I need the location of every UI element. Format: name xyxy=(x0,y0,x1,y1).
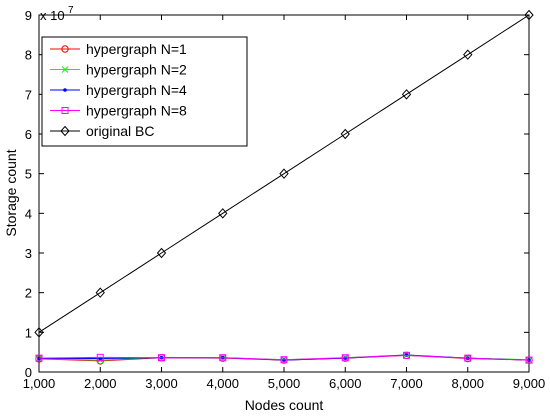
legend-label: original BC xyxy=(86,123,154,139)
data-point xyxy=(158,354,165,362)
x-axis-ticks: 1,000 2,000 3,000 4,000 5,000 6,000 7,000 8,000… xyxy=(23,15,546,391)
data-point xyxy=(524,9,534,21)
legend: hypergraph N=1 hypergraph N=2 hypergraph N… xyxy=(41,36,248,147)
data-point xyxy=(463,49,473,60)
legend-entry: hypergraph N=4 xyxy=(50,82,187,98)
y-tick-label: 8 xyxy=(25,48,32,63)
y-multiplier-label: x 10 xyxy=(40,8,65,23)
legend-label: hypergraph N=4 xyxy=(86,82,187,98)
data-point xyxy=(218,208,228,219)
x-tick-label: 4,000 xyxy=(206,376,239,391)
legend-label: hypergraph N=1 xyxy=(86,41,187,57)
data-point xyxy=(96,353,104,361)
legend-marker xyxy=(63,88,67,92)
y-tick-label: 0 xyxy=(25,365,32,380)
series-layer xyxy=(34,9,534,365)
y-tick-label: 3 xyxy=(25,246,32,261)
x-tick-label: 9,000 xyxy=(513,376,546,391)
y-tick-label: 9 xyxy=(25,8,32,23)
data-point xyxy=(34,327,44,338)
data-point xyxy=(95,287,105,298)
series-original-bc xyxy=(34,9,534,338)
legend-marker xyxy=(61,45,69,53)
data-point xyxy=(464,354,472,362)
series-line xyxy=(38,14,530,333)
y-tick-label: 6 xyxy=(25,127,32,142)
legend-box xyxy=(41,36,248,147)
x-tick-label: 7,000 xyxy=(390,376,423,391)
x-tick-label: 5,000 xyxy=(268,376,301,391)
series-line xyxy=(38,354,530,361)
legend-marker xyxy=(60,125,70,137)
y-tick-label: 4 xyxy=(25,206,32,221)
y-tick-label: 5 xyxy=(25,167,32,182)
data-point xyxy=(156,247,167,259)
legend-label: hypergraph N=8 xyxy=(86,103,187,119)
data-point xyxy=(340,128,350,140)
legend-entry: original BC xyxy=(50,123,154,139)
data-point xyxy=(35,354,43,362)
legend-marker xyxy=(61,66,69,73)
legend-label: hypergraph N=2 xyxy=(86,62,187,78)
y-multiplier-exponent: 7 xyxy=(68,5,74,16)
legend-marker xyxy=(61,107,69,114)
data-point xyxy=(525,356,533,364)
x-tick-label: 6,000 xyxy=(329,376,362,391)
x-tick-label: 2,000 xyxy=(84,376,117,391)
data-point xyxy=(341,354,349,362)
y-tick-label: 2 xyxy=(25,286,32,301)
x-tick-label: 1,000 xyxy=(23,376,56,391)
data-point xyxy=(403,351,410,359)
y-axis-label: Storage count xyxy=(3,149,19,236)
x-axis-label: Nodes count xyxy=(245,397,324,413)
data-point xyxy=(401,89,412,100)
data-point xyxy=(280,356,288,364)
data-point xyxy=(279,168,289,179)
y-tick-label: 7 xyxy=(25,87,32,102)
data-point xyxy=(219,354,227,362)
series-hypergraph-n-8 xyxy=(35,351,533,364)
x-tick-label: 3,000 xyxy=(145,376,178,391)
legend-entry: hypergraph N=1 xyxy=(50,41,187,57)
legend-entry: hypergraph N=8 xyxy=(50,103,187,119)
legend-entry: hypergraph N=2 xyxy=(50,62,187,78)
x-tick-label: 8,000 xyxy=(451,376,484,391)
y-tick-label: 1 xyxy=(25,325,32,340)
